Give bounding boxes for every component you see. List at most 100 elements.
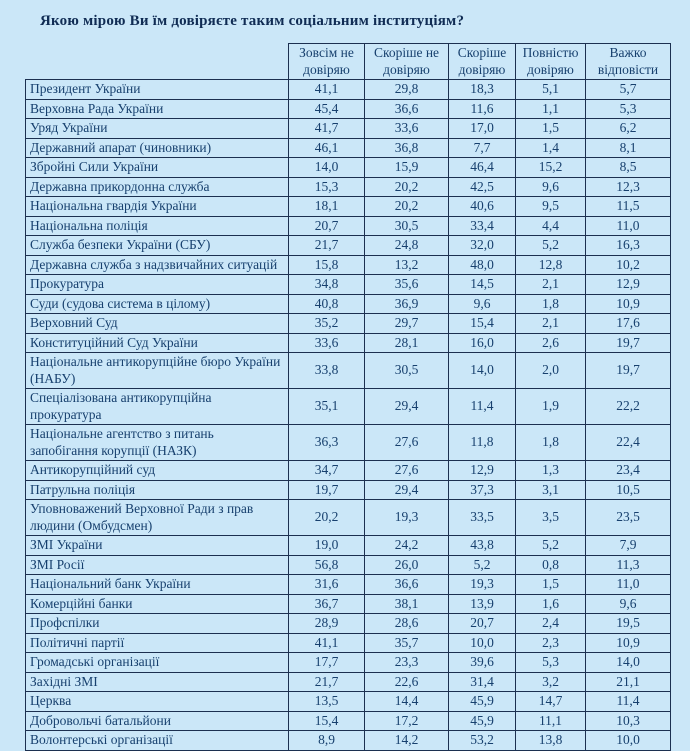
value-cell: 36,7 <box>288 593 365 614</box>
value-cell: 40,8 <box>288 293 365 314</box>
value-cell: 14,0 <box>288 157 365 178</box>
table-row: Профспілки 28,9 28,6 20,7 2,4 19,5 <box>25 613 671 634</box>
value-cell: 12,9 <box>585 274 671 295</box>
value-cell: 42,5 <box>448 176 516 197</box>
table-row: Державна служба з надзвичайних ситуацій 1… <box>25 254 671 275</box>
row-label: Добровольчі батальйони <box>25 710 289 731</box>
value-cell: 10,5 <box>585 479 671 500</box>
value-cell: 35,2 <box>288 313 365 334</box>
value-cell: 15,4 <box>448 313 516 334</box>
row-label: Національне антикорупційне бюро України … <box>25 352 289 389</box>
value-cell: 33,5 <box>448 499 516 536</box>
value-cell: 15,2 <box>515 157 586 178</box>
row-label: Державний апарат (чиновники) <box>25 137 289 158</box>
value-cell: 17,6 <box>585 313 671 334</box>
value-cell: 6,2 <box>585 118 671 139</box>
table-row: Конституційний Суд України 33,6 28,1 16,0 2,… <box>25 332 671 353</box>
value-cell: 41,1 <box>288 79 365 100</box>
value-cell: 43,8 <box>448 535 516 556</box>
value-cell: 22,2 <box>585 388 671 425</box>
table-row: Західні ЗМІ 21,7 22,6 31,4 3,2 21,1 <box>25 671 671 692</box>
table-row: Національна поліція 20,7 30,5 33,4 4,4 11,0 <box>25 215 671 236</box>
value-cell: 2,3 <box>515 632 586 653</box>
value-cell: 22,6 <box>364 671 449 692</box>
value-cell: 35,6 <box>364 274 449 295</box>
table-row: Верховний Суд 35,2 29,7 15,4 2,1 17,6 <box>25 313 671 334</box>
value-cell: 29,4 <box>364 388 449 425</box>
value-cell: 20,7 <box>448 613 516 634</box>
value-cell: 28,6 <box>364 613 449 634</box>
row-label: Національна гвардія України <box>25 196 289 217</box>
value-cell: 20,2 <box>364 196 449 217</box>
value-cell: 19,5 <box>585 613 671 634</box>
value-cell: 36,9 <box>364 293 449 314</box>
value-cell: 11,3 <box>585 554 671 575</box>
table-row: Служба безпеки України (СБУ) 21,7 24,8 32,0… <box>25 235 671 256</box>
value-cell: 8,1 <box>585 137 671 158</box>
value-cell: 8,5 <box>585 157 671 178</box>
value-cell: 21,7 <box>288 235 365 256</box>
value-cell: 23,3 <box>364 652 449 673</box>
value-cell: 37,3 <box>448 479 516 500</box>
value-cell: 46,1 <box>288 137 365 158</box>
value-cell: 11,0 <box>585 215 671 236</box>
table-row: Антикорупційний суд 34,7 27,6 12,9 1,3 23,4 <box>25 460 671 481</box>
table-header-row: Зовсім не довіряю Скоріше не довіряю Скорі… <box>26 43 671 80</box>
value-cell: 10,0 <box>448 632 516 653</box>
table-row: Політичні партії 41,1 35,7 10,0 2,3 10,9 <box>25 632 671 653</box>
row-label: Національний банк України <box>25 574 289 595</box>
value-cell: 22,4 <box>585 424 671 461</box>
value-cell: 2,1 <box>515 274 586 295</box>
value-cell: 1,5 <box>515 118 586 139</box>
value-cell: 14,0 <box>448 352 516 389</box>
table-row: Національне агентство з питань запобіган… <box>25 424 671 461</box>
value-cell: 3,1 <box>515 479 586 500</box>
column-header-4: Повністю довіряю <box>515 43 586 80</box>
row-label: Уряд України <box>25 118 289 139</box>
value-cell: 11,8 <box>448 424 516 461</box>
row-label: Національна поліція <box>25 215 289 236</box>
table-row: Прокуратура 34,8 35,6 14,5 2,1 12,9 <box>25 274 671 295</box>
row-label: Державна служба з надзвичайних ситуацій <box>25 254 289 275</box>
value-cell: 1,9 <box>515 388 586 425</box>
row-label: Державна прикордонна служба <box>25 176 289 197</box>
value-cell: 0,8 <box>515 554 586 575</box>
row-label: Комерційні банки <box>25 593 289 614</box>
value-cell: 19,7 <box>288 479 365 500</box>
value-cell: 18,3 <box>448 79 516 100</box>
value-cell: 48,0 <box>448 254 516 275</box>
row-label: Верховний Суд <box>25 313 289 334</box>
table-row: Національний банк України 31,6 36,6 19,3 1,5… <box>25 574 671 595</box>
value-cell: 15,3 <box>288 176 365 197</box>
value-cell: 45,9 <box>448 710 516 731</box>
value-cell: 28,9 <box>288 613 365 634</box>
value-cell: 21,1 <box>585 671 671 692</box>
value-cell: 1,6 <box>515 593 586 614</box>
row-label: Західні ЗМІ <box>25 671 289 692</box>
value-cell: 28,1 <box>364 332 449 353</box>
value-cell: 10,2 <box>585 254 671 275</box>
row-label: Конституційний Суд України <box>25 332 289 353</box>
value-cell: 14,0 <box>585 652 671 673</box>
trust-institutions-table: Зовсім не довіряю Скоріше не довіряю Скорі… <box>25 43 671 751</box>
table-row: Патрульна поліція 19,7 29,4 37,3 3,1 10,5 <box>25 479 671 500</box>
value-cell: 20,2 <box>288 499 365 536</box>
value-cell: 14,5 <box>448 274 516 295</box>
value-cell: 45,4 <box>288 98 365 119</box>
value-cell: 33,4 <box>448 215 516 236</box>
value-cell: 5,2 <box>515 235 586 256</box>
value-cell: 30,5 <box>364 352 449 389</box>
value-cell: 21,7 <box>288 671 365 692</box>
value-cell: 53,2 <box>448 730 516 751</box>
value-cell: 9,5 <box>515 196 586 217</box>
table-header: Зовсім не довіряю Скоріше не довіряю Скорі… <box>26 43 671 80</box>
value-cell: 19,3 <box>364 499 449 536</box>
value-cell: 20,2 <box>364 176 449 197</box>
value-cell: 14,7 <box>515 691 586 712</box>
value-cell: 46,4 <box>448 157 516 178</box>
value-cell: 33,6 <box>288 332 365 353</box>
table-row: Уряд України 41,7 33,6 17,0 1,5 6,2 <box>25 118 671 139</box>
table-row: Верховна Рада України 45,4 36,6 11,6 1,1 5,3 <box>25 98 671 119</box>
value-cell: 31,6 <box>288 574 365 595</box>
blank-corner-cell <box>26 44 289 80</box>
